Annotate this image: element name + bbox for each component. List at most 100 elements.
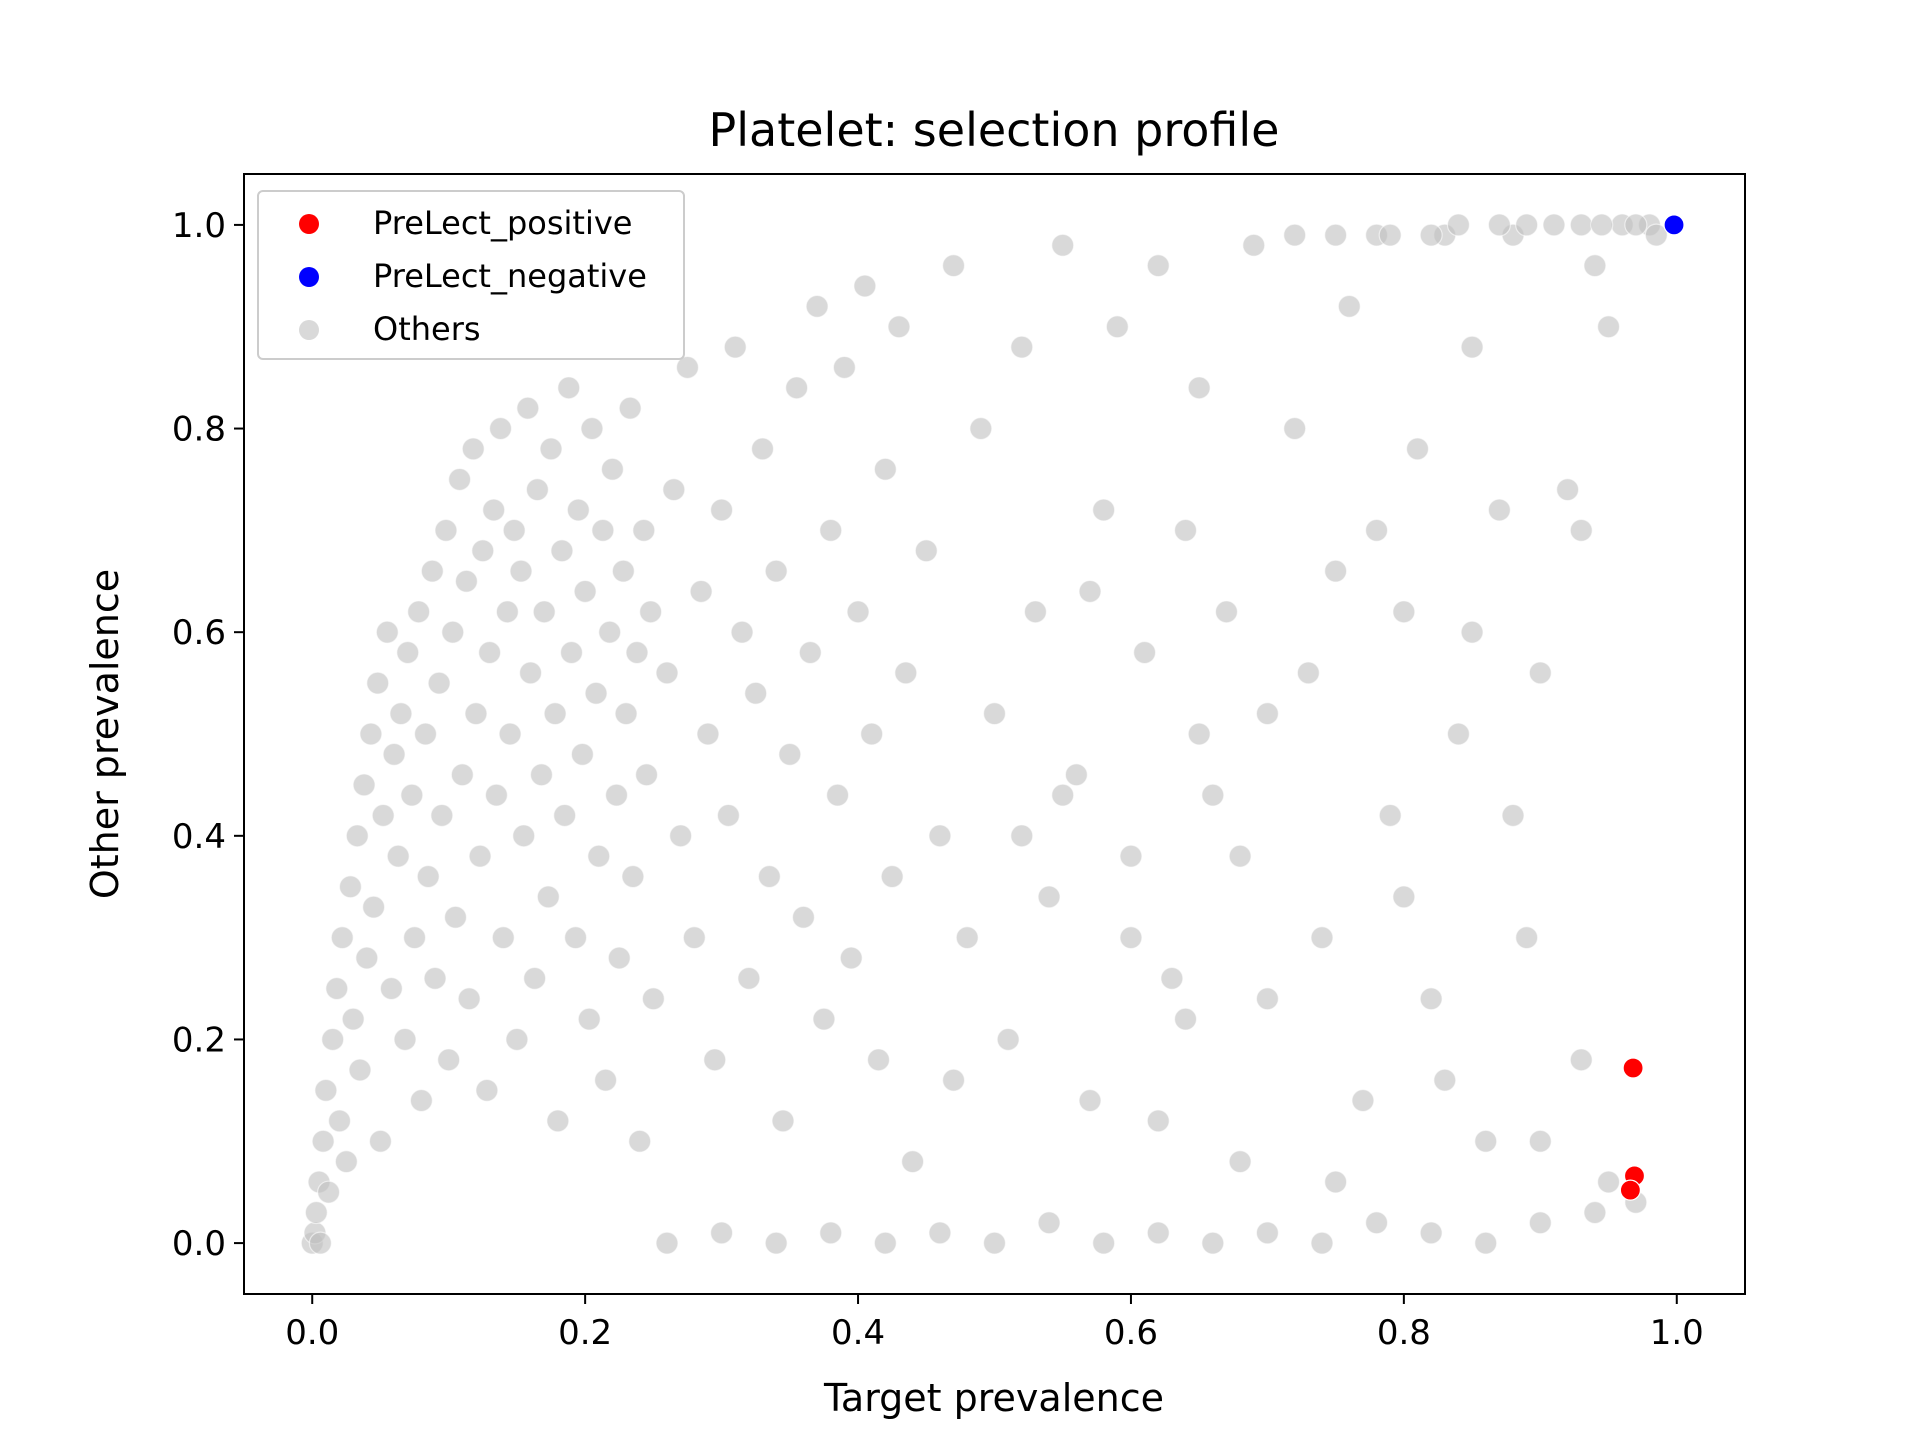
- point-others: [420, 559, 444, 583]
- y-tick-label: 0.4: [172, 817, 226, 857]
- point-others: [1419, 987, 1443, 1011]
- point-others: [430, 803, 454, 828]
- point-others: [928, 1221, 952, 1245]
- point-others: [785, 376, 809, 400]
- point-others: [1624, 213, 1648, 237]
- point-others: [1583, 254, 1607, 278]
- point-others: [1146, 254, 1170, 278]
- point-others: [1228, 1150, 1252, 1174]
- point-others: [577, 1007, 601, 1031]
- point-others: [1364, 518, 1389, 542]
- point-others: [1105, 315, 1129, 339]
- point-others: [468, 844, 492, 868]
- point-others: [471, 539, 495, 563]
- point-others: [853, 274, 877, 298]
- point-others: [495, 600, 519, 624]
- point-prelect-positive: [1619, 1179, 1641, 1201]
- point-others: [509, 559, 533, 583]
- point-others: [550, 539, 574, 563]
- point-others: [355, 946, 379, 970]
- y-axis: 0.0 0.2 0.4 0.6 0.8 1.0: [172, 206, 244, 1264]
- point-others: [1528, 661, 1552, 685]
- point-others: [1433, 1068, 1457, 1092]
- y-tick-label: 0.6: [172, 613, 226, 653]
- point-others: [1419, 223, 1443, 247]
- point-others: [389, 702, 413, 726]
- point-others: [941, 254, 966, 278]
- point-others: [1201, 783, 1225, 807]
- point-others: [529, 763, 554, 787]
- legend: PreLect_positive PreLect_negative Others: [257, 190, 685, 360]
- point-others: [703, 1048, 727, 1072]
- point-others: [709, 1221, 734, 1245]
- point-others: [764, 1231, 788, 1255]
- y-tick-label: 1.0: [172, 206, 226, 246]
- point-others: [744, 681, 768, 705]
- y-tick-label: 0.0: [172, 1224, 226, 1264]
- point-others: [1392, 600, 1416, 624]
- point-others: [557, 376, 581, 400]
- point-others: [662, 478, 686, 502]
- point-others: [600, 457, 625, 481]
- point-others: [573, 579, 597, 604]
- point-others: [1242, 233, 1266, 257]
- point-others: [1501, 803, 1525, 828]
- point-others: [819, 1221, 843, 1245]
- point-others: [689, 579, 713, 604]
- point-others: [618, 396, 642, 420]
- point-others: [371, 803, 395, 828]
- point-others: [846, 600, 870, 624]
- point-others: [634, 763, 659, 787]
- point-others: [1569, 213, 1593, 237]
- point-others: [308, 1231, 333, 1255]
- point-others: [1201, 1231, 1225, 1255]
- point-others: [1590, 213, 1614, 237]
- x-tick-label: 0.4: [831, 1313, 885, 1353]
- point-others: [887, 315, 911, 339]
- point-others: [348, 1058, 372, 1082]
- point-others: [757, 864, 781, 889]
- point-others: [1351, 1088, 1375, 1113]
- point-others: [873, 457, 897, 481]
- point-others: [1283, 223, 1307, 247]
- point-others: [928, 824, 952, 848]
- point-others: [443, 905, 468, 929]
- point-others: [484, 783, 509, 807]
- point-others: [1255, 987, 1280, 1011]
- point-others: [434, 518, 458, 542]
- point-others: [1324, 559, 1348, 583]
- point-others: [359, 722, 383, 746]
- point-others: [409, 1088, 433, 1113]
- point-others: [655, 661, 679, 685]
- plot-background: [244, 174, 1745, 1294]
- point-others: [628, 1129, 652, 1153]
- point-others: [1460, 620, 1484, 644]
- legend-label-others: Others: [373, 310, 481, 348]
- point-others: [1310, 926, 1334, 950]
- point-others: [1569, 1048, 1593, 1072]
- point-others: [368, 1129, 393, 1153]
- point-others: [1596, 315, 1621, 339]
- point-others: [839, 946, 863, 970]
- point-others: [1392, 885, 1416, 909]
- x-tick-label: 0.8: [1377, 1313, 1431, 1353]
- point-others: [614, 702, 638, 726]
- point-others: [366, 671, 390, 695]
- point-others: [464, 702, 488, 726]
- point-others: [901, 1150, 925, 1174]
- point-others: [1255, 702, 1280, 726]
- point-others: [607, 946, 631, 970]
- point-others: [1324, 223, 1348, 247]
- point-others: [771, 1109, 795, 1133]
- point-others: [894, 661, 918, 685]
- point-others: [1037, 1211, 1061, 1235]
- point-others: [587, 844, 611, 868]
- point-others: [1078, 1088, 1102, 1113]
- point-others: [475, 1078, 499, 1102]
- point-others: [1324, 1170, 1348, 1194]
- point-others: [532, 600, 556, 624]
- point-others: [1583, 1200, 1607, 1225]
- point-others: [584, 681, 608, 705]
